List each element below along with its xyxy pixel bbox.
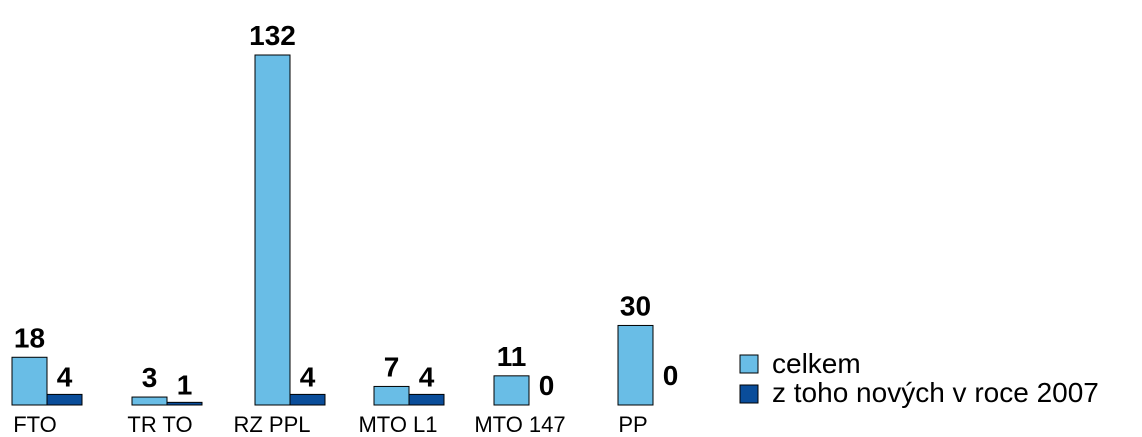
- category-label-4: MTO 147: [474, 412, 565, 437]
- bar-celkem-1: [131, 396, 168, 406]
- bar-celkem-2: [254, 54, 291, 406]
- bar-celkem-0: [11, 356, 48, 406]
- bar-z-toho-novych-0: [46, 393, 83, 406]
- bar-z-toho-novych-1: [166, 401, 203, 406]
- value-label-z-toho-novych-2: 4: [300, 361, 316, 392]
- legend-swatch-celkem: [739, 354, 759, 374]
- bars-group: [11, 54, 654, 406]
- category-label-3: MTO L1: [358, 412, 437, 437]
- legend: celkem z toho nových v roce 2007: [739, 348, 1099, 408]
- value-label-celkem-0: 18: [14, 322, 45, 353]
- legend-swatch-z-toho-novych: [739, 384, 759, 404]
- value-label-z-toho-novych-1: 1: [177, 369, 193, 400]
- value-label-z-toho-novych-5: 0: [663, 360, 679, 391]
- bar-celkem-4: [493, 375, 530, 406]
- category-label-1: TR TO: [127, 412, 192, 437]
- bar-celkem-3: [373, 385, 410, 406]
- value-label-z-toho-novych-0: 4: [57, 361, 73, 392]
- legend-label-celkem: celkem: [772, 348, 861, 379]
- category-label-5: PP: [618, 412, 647, 437]
- category-label-0: FTO: [13, 412, 57, 437]
- bar-z-toho-novych-2: [289, 393, 326, 406]
- category-label-2: RZ PPL: [233, 412, 310, 437]
- value-label-celkem-2: 132: [249, 20, 296, 51]
- value-label-z-toho-novych-3: 4: [419, 361, 435, 392]
- legend-label-z-toho-novych: z toho nových v roce 2007: [772, 377, 1099, 408]
- value-label-z-toho-novych-4: 0: [539, 370, 555, 401]
- value-label-celkem-4: 11: [497, 341, 527, 372]
- value-label-celkem-1: 3: [142, 362, 158, 393]
- bar-celkem-5: [617, 324, 654, 406]
- category-labels-group: FTO TR TO RZ PPL MTO L1 MTO 147 PP: [13, 412, 647, 437]
- value-label-celkem-5: 30: [620, 290, 651, 321]
- value-label-celkem-3: 7: [384, 351, 400, 382]
- bar-z-toho-novych-3: [408, 393, 445, 406]
